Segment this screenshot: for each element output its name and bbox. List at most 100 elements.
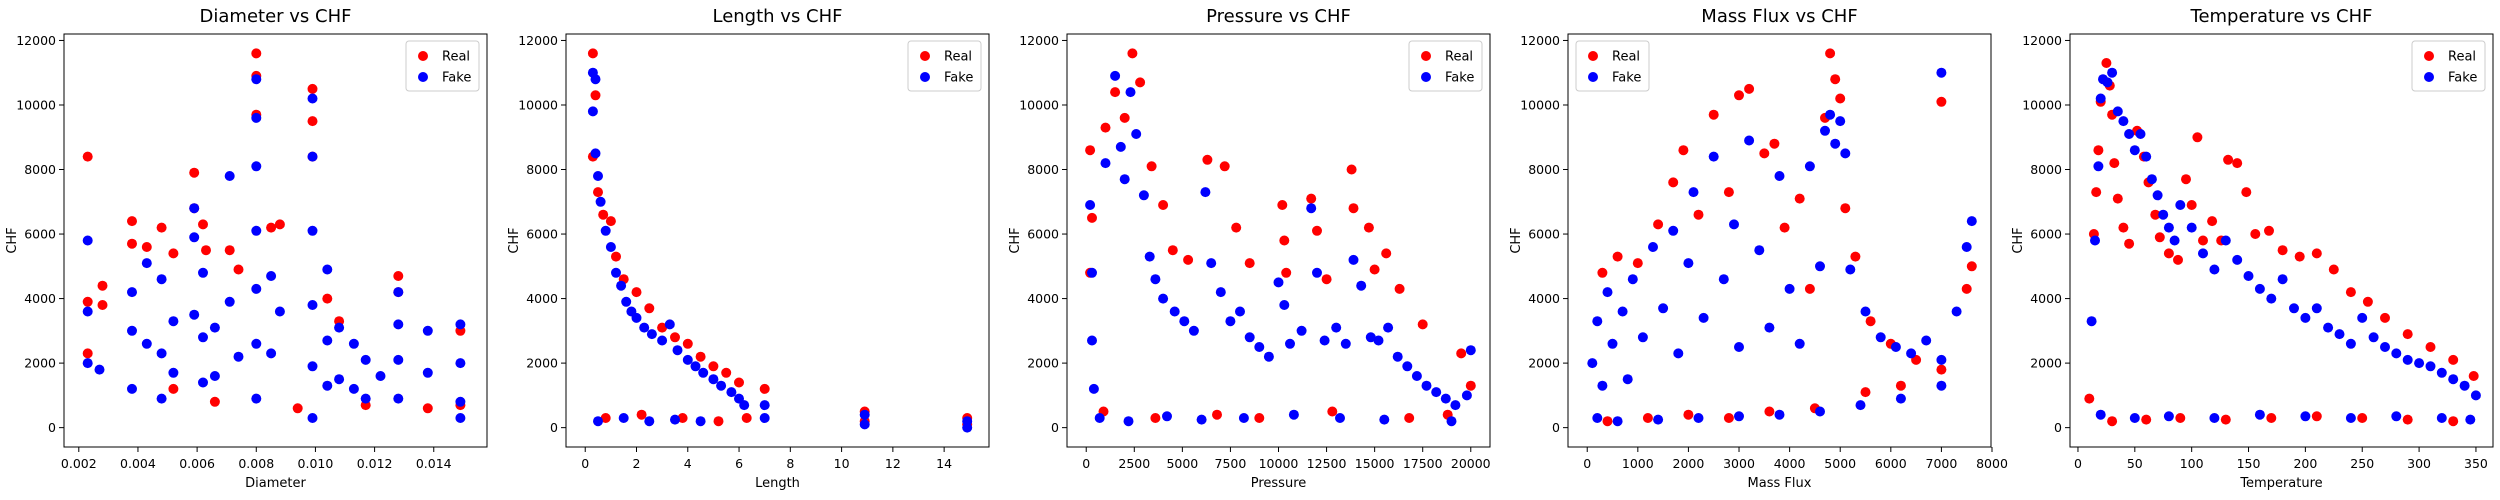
series-real xyxy=(1085,48,1476,423)
point-fake xyxy=(1734,342,1744,352)
point-real xyxy=(224,245,235,256)
point-fake xyxy=(2198,248,2208,259)
panel-length: Length vs CHF 0 2 4 6 8 10 12 14 0 2000 4000 6000 800… xyxy=(507,6,990,491)
point-fake xyxy=(209,322,220,333)
point-real xyxy=(2091,187,2102,198)
point-real xyxy=(1895,380,1906,391)
point-fake xyxy=(600,225,611,236)
point-fake xyxy=(1465,345,1476,356)
point-real xyxy=(198,219,208,230)
legend-marker-fake xyxy=(920,72,930,82)
point-real xyxy=(1653,219,1664,230)
point-fake xyxy=(1392,351,1403,362)
y-tick-label: 4000 xyxy=(526,291,558,306)
point-fake xyxy=(1225,316,1236,327)
point-real xyxy=(2241,187,2252,198)
point-real xyxy=(677,413,688,423)
y-tick-label: 6000 xyxy=(2030,227,2062,242)
point-fake xyxy=(2357,312,2368,323)
point-fake xyxy=(2300,411,2311,422)
point-fake xyxy=(127,383,137,394)
point-real xyxy=(2118,222,2129,233)
point-real xyxy=(2277,245,2288,256)
y-tick-label: 8000 xyxy=(24,162,56,177)
point-real xyxy=(1678,145,1689,156)
point-real xyxy=(266,222,277,233)
point-fake xyxy=(1784,283,1795,294)
axes-frame xyxy=(1567,33,1992,448)
point-fake xyxy=(618,413,629,423)
point-fake xyxy=(2095,93,2106,104)
point-real xyxy=(2468,371,2479,381)
point-fake xyxy=(1379,414,1390,425)
point-fake xyxy=(1162,411,1172,422)
point-real xyxy=(1693,209,1704,220)
x-tick-label: 17500 xyxy=(1403,456,1443,471)
x-tick-label: 12500 xyxy=(1307,456,1347,471)
point-real xyxy=(593,187,603,198)
point-real xyxy=(600,413,611,423)
x-tick-label: 0.014 xyxy=(416,456,452,471)
legend-label-fake: Fake xyxy=(944,71,973,86)
x-tick-label: 10 xyxy=(834,456,850,471)
point-fake xyxy=(360,354,371,365)
point-fake xyxy=(1815,261,1825,272)
point-fake xyxy=(127,325,137,336)
x-tick-label: 5000 xyxy=(1166,456,1198,471)
point-fake xyxy=(2232,254,2243,265)
point-real xyxy=(670,332,680,343)
point-real xyxy=(2402,329,2413,340)
point-real xyxy=(1668,177,1679,188)
point-fake xyxy=(1088,383,1099,394)
point-fake xyxy=(1668,225,1679,236)
point-fake xyxy=(1966,216,1977,227)
point-fake xyxy=(307,300,318,310)
point-fake xyxy=(2277,274,2288,285)
point-fake xyxy=(274,306,285,317)
point-fake xyxy=(360,393,371,404)
legend-marker-real xyxy=(1588,51,1598,61)
point-real xyxy=(2362,296,2373,307)
point-fake xyxy=(82,235,93,246)
point-real xyxy=(1150,413,1161,423)
x-tick-label: 0.004 xyxy=(120,456,156,471)
point-real xyxy=(741,413,752,423)
point-fake xyxy=(646,329,657,340)
point-fake xyxy=(334,374,345,385)
point-fake xyxy=(307,413,318,423)
point-fake xyxy=(759,413,770,423)
point-real xyxy=(1632,258,1643,269)
point-fake xyxy=(2368,332,2379,343)
point-real xyxy=(1279,235,1290,246)
legend-marker-real xyxy=(2424,51,2434,61)
point-fake xyxy=(1617,306,1628,317)
point-fake xyxy=(1764,322,1775,333)
y-tick-label: 12000 xyxy=(1019,33,1059,48)
point-real xyxy=(1244,258,1255,269)
y-tick-label: 2000 xyxy=(24,356,56,371)
point-real xyxy=(2175,413,2186,423)
point-fake xyxy=(1683,258,1694,269)
point-fake xyxy=(2391,348,2402,359)
axes-frame xyxy=(565,33,990,448)
point-real xyxy=(1830,74,1841,85)
point-fake xyxy=(1602,287,1613,298)
point-real xyxy=(307,116,318,127)
x-tick-label: 3000 xyxy=(1723,456,1755,471)
point-fake xyxy=(1794,338,1805,349)
point-fake xyxy=(168,367,179,378)
point-fake xyxy=(672,345,683,356)
point-real xyxy=(759,383,770,394)
point-fake xyxy=(1094,413,1105,423)
point-fake xyxy=(1200,187,1211,198)
point-fake xyxy=(2118,116,2129,127)
point-fake xyxy=(657,335,668,346)
point-real xyxy=(1936,364,1947,375)
point-real xyxy=(1840,203,1851,214)
point-real xyxy=(1417,319,1428,330)
point-fake xyxy=(2470,390,2481,401)
legend-label-real: Real xyxy=(944,50,972,65)
y-tick-label: 6000 xyxy=(1528,227,1560,242)
point-fake xyxy=(1673,348,1684,359)
point-fake xyxy=(1648,242,1658,252)
